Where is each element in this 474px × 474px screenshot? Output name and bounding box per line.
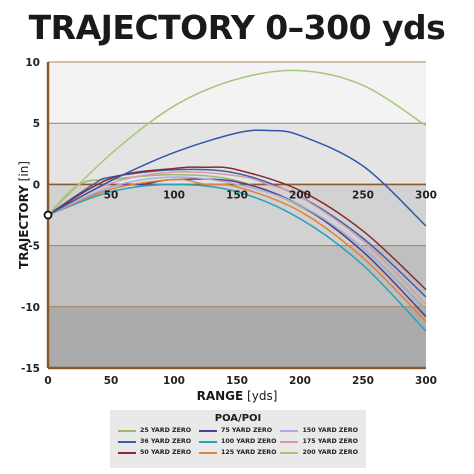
x-axis-title: RANGE [yds] [197, 389, 278, 403]
legend-label: 150 YARD ZERO [302, 427, 358, 434]
origin-marker [43, 210, 53, 220]
background-band [48, 306, 426, 368]
inner-x-tick-label: 150 [226, 189, 248, 201]
legend-item: 50 YARD ZERO [118, 447, 195, 458]
legend-label: 125 YARD ZERO [220, 449, 277, 456]
series-line-200-yard-zero [47, 69, 427, 216]
legend-item: 200 YARD ZERO [280, 447, 358, 458]
legend-label: 75 YARD ZERO [220, 427, 273, 434]
legend-item: 175 YARD ZERO [280, 436, 358, 447]
legend-item: 36 YARD ZERO [118, 436, 195, 447]
series-line-150-yard-zero [47, 176, 427, 313]
legend-label: 175 YARD ZERO [302, 438, 358, 445]
legend-item: 100 YARD ZERO [198, 436, 277, 447]
legend-label: 50 YARD ZERO [140, 449, 192, 456]
background-band [48, 184, 426, 246]
legend-item: 25 YARD ZERO [118, 425, 195, 436]
legend-label: 200 YARD ZERO [302, 449, 358, 456]
y-tick-label: 0 [33, 179, 40, 191]
inner-x-tick-label: 300 [415, 189, 437, 201]
x-tick-label: 300 [415, 375, 437, 387]
y-axis-title: TRAJECTORY [in] [17, 161, 31, 269]
background-band [48, 62, 426, 124]
background-band [48, 245, 426, 307]
chart-title: TRAJECTORY 0–300 yds [28, 8, 446, 47]
series-line-50-yard-zero [47, 166, 427, 291]
legend-swatch [118, 429, 136, 432]
legend-swatch [198, 440, 217, 443]
legend-item: 150 YARD ZERO [280, 425, 358, 436]
x-tick-label: 250 [352, 375, 374, 387]
x-tick-label: 150 [226, 375, 248, 387]
x-axis-title-unit: [yds] [243, 389, 277, 403]
axis-titles: RANGE [yds] TRAJECTORY [in] [17, 161, 277, 403]
y-tick-label: 10 [25, 57, 40, 69]
legend-swatch [198, 429, 217, 432]
series-line-100-yard-zero [47, 183, 427, 332]
legend-item: 125 YARD ZERO [198, 447, 277, 458]
legend-label: 25 YARD ZERO [140, 427, 192, 434]
series-line-125-yard-zero [47, 178, 427, 323]
series-line-36-yard-zero [47, 168, 427, 298]
y-axis-title-main: TRAJECTORY [17, 185, 31, 269]
y-tick-label: -10 [21, 302, 40, 314]
y-tick-label: -15 [21, 363, 40, 375]
legend: POA/POI 25 YARD ZERO 75 YARD ZERO 150 YARD… [110, 410, 366, 468]
legend-grid: 25 YARD ZERO 75 YARD ZERO 150 YARD ZERO 36 … [118, 425, 358, 458]
x-tick-label: 100 [163, 375, 185, 387]
series-lines [43, 69, 427, 332]
legend-title: POA/POI [214, 413, 262, 424]
inner-x-tick-label: 100 [163, 189, 185, 201]
y-tick-label: 5 [33, 118, 40, 130]
legend-label: 36 YARD ZERO [140, 438, 192, 445]
y-tick-label: -5 [28, 241, 40, 253]
inner-x-tick-label: 250 [352, 189, 374, 201]
inner-x-tick-label: 50 [104, 189, 119, 201]
legend-swatch [280, 440, 299, 443]
series-line-series-9 [47, 129, 427, 227]
legend-swatch [198, 451, 217, 454]
y-axis-title-unit: [in] [17, 161, 31, 185]
legend-item: 75 YARD ZERO [198, 425, 277, 436]
x-axis-title-main: RANGE [197, 389, 244, 403]
series-line-175-yard-zero [47, 171, 427, 305]
legend-swatch [280, 451, 299, 454]
legend-swatch [118, 440, 136, 443]
x-tick-label: 200 [289, 375, 311, 387]
inner-x-tick-label: 200 [289, 189, 311, 201]
x-tick-label: 50 [104, 375, 119, 387]
x-tick-label: 0 [44, 375, 51, 387]
legend-swatch [118, 451, 136, 454]
legend-swatch [280, 429, 299, 432]
background-bands [48, 62, 426, 368]
legend-label: 100 YARD ZERO [220, 438, 277, 445]
